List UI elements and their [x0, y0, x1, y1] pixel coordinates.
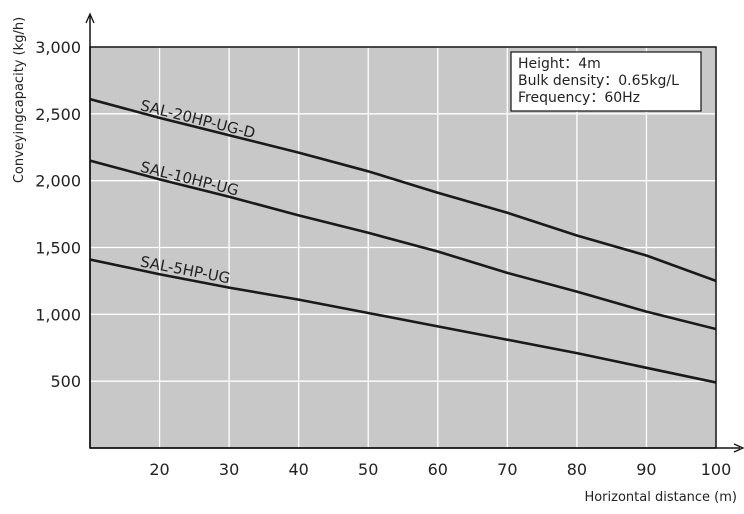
conditions-box-frame	[510, 51, 702, 112]
x-axis-title: Horizontal distance (m)	[584, 490, 737, 505]
x-tick-label: 60	[428, 460, 448, 479]
x-tick-label: 30	[219, 460, 239, 479]
x-tick-label: 90	[636, 460, 656, 479]
x-tick-label: 70	[497, 460, 517, 479]
series-line	[90, 159, 716, 331]
x-tick-label: 20	[149, 460, 169, 479]
y-tick-label: 2,500	[35, 105, 81, 124]
axes	[85, 12, 744, 453]
conditions-box: Height：4m Bulk density：0.65kg/L Frequenc…	[510, 51, 702, 112]
x-axis-arrow	[733, 443, 744, 453]
y-tick-label: 500	[50, 372, 81, 391]
condition-frequency: Frequency：60Hz	[518, 90, 640, 106]
condition-height: Height：4m	[518, 56, 601, 72]
y-tick-labels: 500 1,000 1,500 2,000 2,500 3,000	[35, 38, 81, 391]
x-tick-labels: 20 30 40 50 60 70 80 90 100	[149, 460, 731, 479]
condition-bulk-density: Bulk density：0.65kg/L	[518, 73, 679, 89]
x-tick-label: 80	[567, 460, 587, 479]
series-line	[90, 258, 716, 384]
y-axis-arrow	[85, 12, 95, 24]
series-line	[90, 97, 716, 283]
y-tick-label: 3,000	[35, 38, 81, 57]
y-axis-title: Conveyingcapacity (kg/h)	[12, 17, 27, 183]
y-tick-label: 2,000	[35, 172, 81, 191]
series-lines	[90, 97, 716, 384]
x-tick-label: 100	[701, 460, 732, 479]
x-tick-label: 50	[358, 460, 378, 479]
y-tick-label: 1,500	[35, 239, 81, 258]
y-tick-label: 1,000	[35, 305, 81, 324]
x-tick-label: 40	[288, 460, 308, 479]
